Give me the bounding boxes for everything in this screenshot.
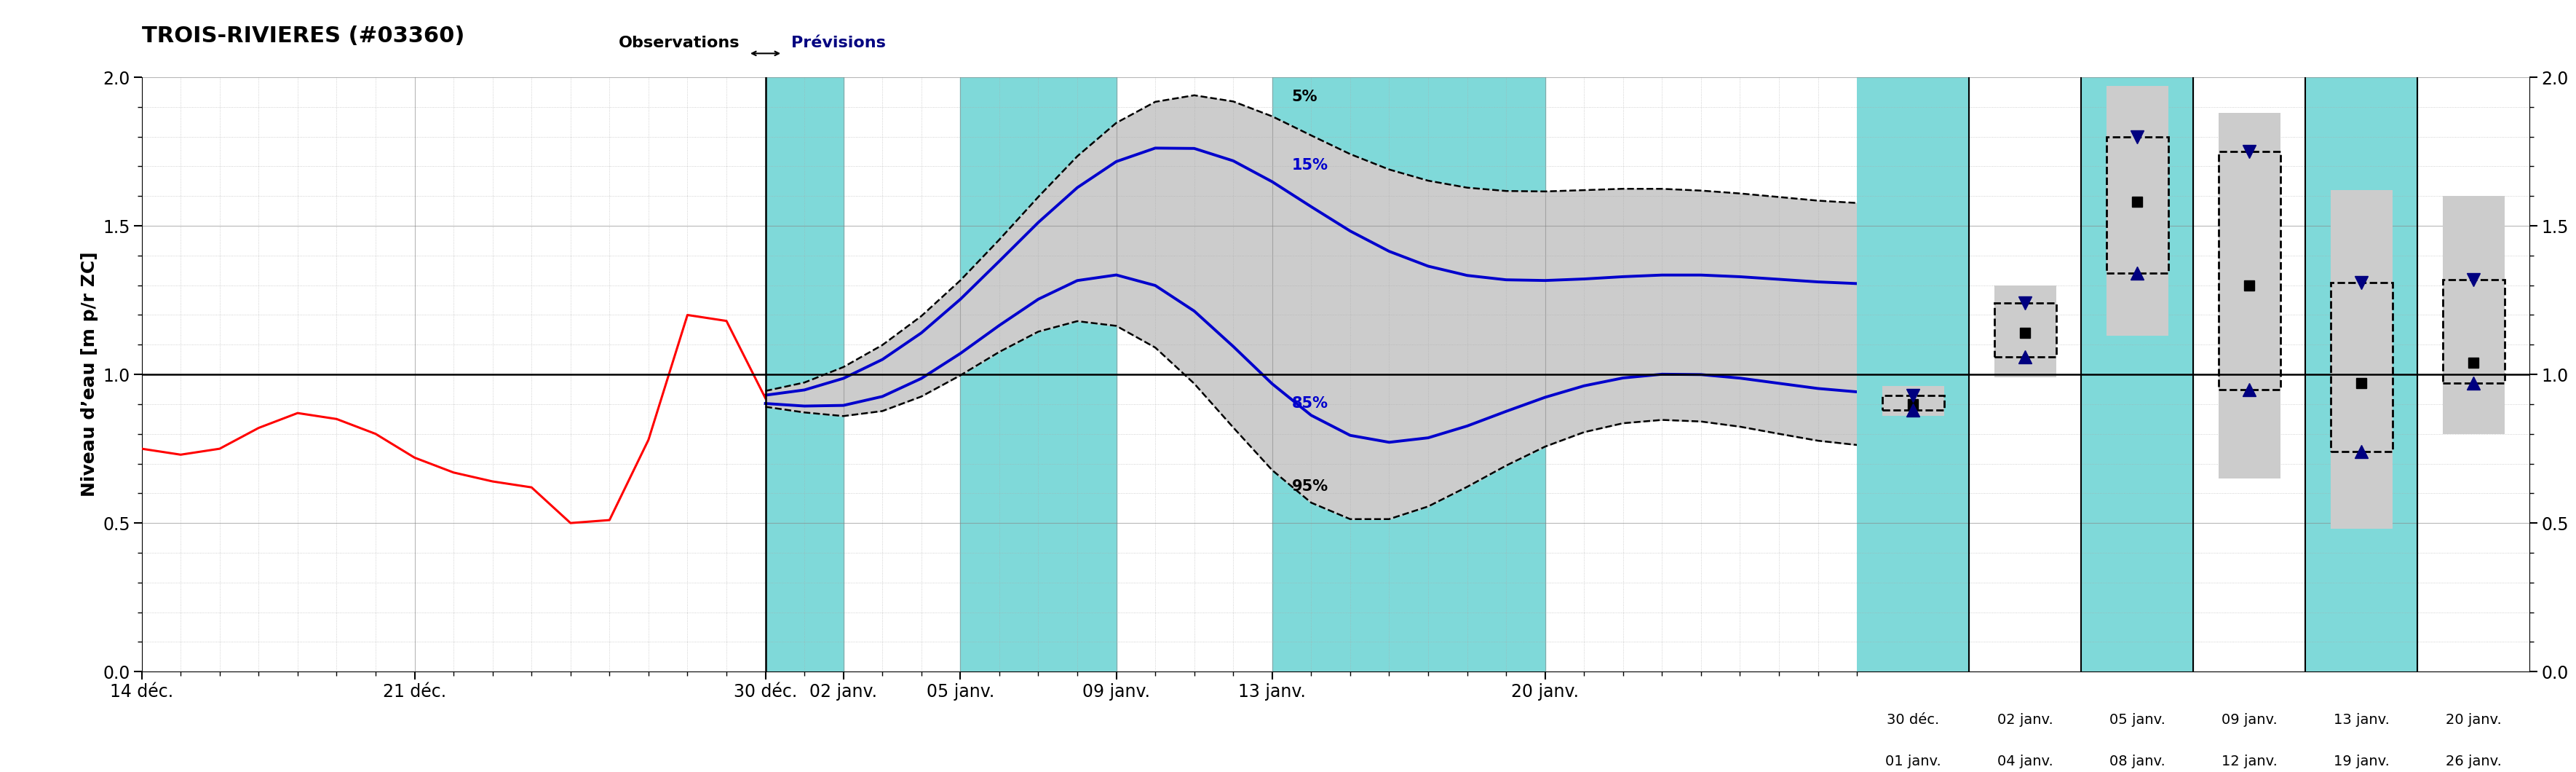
Text: 09 janv.: 09 janv.	[2221, 713, 2277, 727]
Bar	[2331, 190, 2393, 529]
Y-axis label: Niveau d’eau [m p/r ZC]: Niveau d’eau [m p/r ZC]	[82, 252, 98, 497]
Text: 19 janv.: 19 janv.	[2334, 755, 2391, 769]
Text: 5%: 5%	[1291, 90, 1316, 104]
Bar	[1994, 286, 2056, 378]
Bar	[2218, 151, 2280, 389]
Text: 13 janv.: 13 janv.	[2334, 713, 2391, 727]
Bar	[2107, 86, 2169, 336]
Bar	[2442, 196, 2504, 434]
Bar	[1883, 395, 1945, 410]
Bar	[2442, 279, 2504, 384]
Bar	[961, 77, 1115, 672]
Text: 95%: 95%	[1291, 479, 1329, 494]
Bar	[2306, 77, 2416, 672]
Text: 01 janv.: 01 janv.	[1886, 755, 1940, 769]
Text: Prévisions: Prévisions	[791, 36, 886, 50]
Text: TROIS-RIVIERES (#03360): TROIS-RIVIERES (#03360)	[142, 25, 464, 46]
Text: 20 janv.: 20 janv.	[2445, 713, 2501, 727]
Text: 12 janv.: 12 janv.	[2221, 755, 2277, 769]
Text: 85%: 85%	[1291, 396, 1329, 411]
Bar	[2081, 77, 2192, 672]
Text: 08 janv.: 08 janv.	[2110, 755, 2166, 769]
Text: 05 janv.: 05 janv.	[2110, 713, 2166, 727]
Text: Observations: Observations	[618, 36, 739, 50]
Bar	[2218, 113, 2280, 479]
Bar	[1994, 303, 2056, 357]
Bar	[1857, 77, 1968, 672]
Bar	[1273, 77, 1546, 672]
Bar	[2107, 137, 2169, 273]
Text: 15%: 15%	[1291, 158, 1329, 173]
Text: 02 janv.: 02 janv.	[1996, 713, 2053, 727]
Bar	[2331, 283, 2393, 452]
Text: 26 janv.: 26 janv.	[2445, 755, 2501, 769]
Bar	[1883, 386, 1945, 416]
Text: 04 janv.: 04 janv.	[1996, 755, 2053, 769]
Text: 30 déc.: 30 déc.	[1886, 713, 1940, 727]
Bar	[765, 77, 842, 672]
